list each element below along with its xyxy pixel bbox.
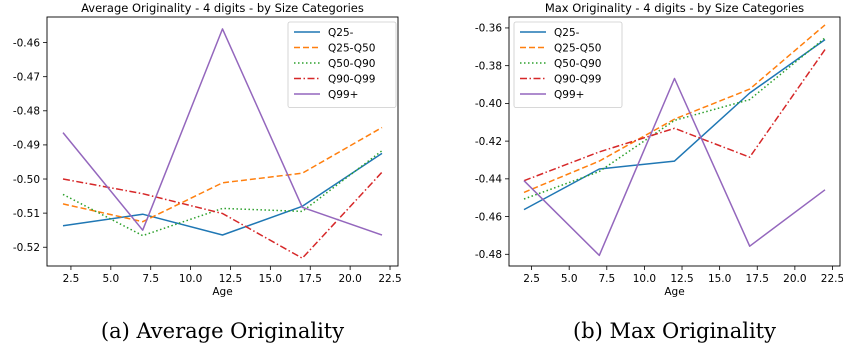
x-tick-label: 2.5	[63, 273, 80, 285]
x-axis-label: Age	[212, 286, 232, 298]
x-tick-label: 15.0	[259, 273, 282, 285]
x-tick-label: 5.0	[102, 273, 119, 285]
legend-row-q25: Q25-	[294, 27, 354, 39]
x-axis-label: Age	[664, 286, 684, 298]
legend-label: Q25-	[328, 27, 354, 39]
x-tick-label: 22.5	[378, 273, 401, 285]
x-tick-label: 7.5	[142, 273, 159, 285]
legend-label: Q99+	[328, 89, 358, 101]
legend-label: Q50-Q90	[328, 58, 375, 70]
legend-label: Q99+	[554, 89, 584, 101]
series-line	[523, 49, 826, 182]
series-line	[62, 152, 383, 236]
figure-caption: (b) Max Originality	[573, 319, 776, 343]
legend-box	[513, 21, 623, 108]
chart-legend: Q25- Q25-Q50 Q50-Q90 Q90-Q99 Q99+	[513, 21, 623, 108]
average-originality-chart: Average Originality - 4 digits - by Size…	[13, 1, 402, 343]
x-tick-label: 17.5	[299, 273, 322, 285]
y-tick-label: -0.46	[13, 37, 40, 49]
y-tick-label: -0.47	[13, 71, 40, 83]
x-tick-label: 10.0	[179, 273, 202, 285]
series-line	[62, 171, 383, 259]
series-line	[62, 28, 383, 236]
legend-row-q90-q99: Q90-Q99	[520, 73, 601, 85]
legend-label: Q50-Q90	[554, 58, 601, 70]
y-tick-label: -0.52	[13, 242, 40, 254]
x-tick-label: 20.0	[338, 273, 361, 285]
legend-row-q50-q90: Q50-Q90	[520, 58, 601, 70]
legend-row-q25-q50: Q25-Q50	[520, 42, 601, 54]
legend-row-q99: Q99+	[294, 89, 358, 101]
legend-label: Q90-Q99	[328, 73, 375, 85]
chart-title: Max Originality - 4 digits - by Size Cat…	[545, 1, 804, 15]
x-tick-label: 20.0	[783, 273, 806, 285]
y-tick-label: -0.38	[475, 60, 502, 72]
series-line	[523, 38, 826, 211]
x-tick-label: 5.0	[561, 273, 578, 285]
x-tick-label: 12.5	[219, 273, 242, 285]
series-line	[523, 24, 826, 194]
legend-box	[287, 21, 397, 108]
series-line	[523, 77, 826, 257]
x-tick-label: 17.5	[746, 273, 769, 285]
chart-panel-max: Max Originality - 4 digits - by Size Cat…	[422, 0, 843, 352]
legend-label: Q25-	[554, 27, 580, 39]
series-line	[62, 126, 383, 223]
x-tick-label: 10.0	[633, 273, 656, 285]
legend-row-q90-q99: Q90-Q99	[294, 73, 375, 85]
legend-row-q25-q50: Q25-Q50	[294, 42, 375, 54]
chart-title: Average Originality - 4 digits - by Size…	[81, 1, 364, 15]
legend-label: Q90-Q99	[554, 73, 601, 85]
legend-row-q99: Q99+	[520, 89, 584, 101]
legend-row-q25: Q25-	[520, 27, 580, 39]
y-tick-label: -0.42	[475, 136, 502, 148]
y-tick-label: -0.48	[475, 249, 502, 261]
y-tick-label: -0.49	[13, 140, 40, 152]
chart-legend: Q25- Q25-Q50 Q50-Q90 Q90-Q99 Q99+	[287, 21, 397, 108]
y-tick-label: -0.40	[475, 98, 502, 110]
y-tick-label: -0.51	[13, 208, 40, 220]
x-tick-label: 15.0	[708, 273, 731, 285]
y-tick-label: -0.48	[13, 106, 40, 118]
legend-label: Q25-Q50	[554, 42, 601, 54]
chart-panel-average: Average Originality - 4 digits - by Size…	[0, 0, 421, 352]
x-tick-label: 7.5	[598, 273, 615, 285]
figure-caption: (a) Average Originality	[101, 319, 344, 343]
x-tick-label: 12.5	[670, 273, 693, 285]
series-line	[523, 37, 826, 200]
legend-label: Q25-Q50	[328, 42, 375, 54]
x-tick-label: 22.5	[821, 273, 843, 285]
max-originality-chart: Max Originality - 4 digits - by Size Cat…	[475, 1, 843, 343]
y-tick-label: -0.44	[475, 174, 502, 186]
plot-frame	[46, 16, 399, 267]
legend-row-q50-q90: Q50-Q90	[294, 58, 375, 70]
x-tick-label: 2.5	[523, 273, 540, 285]
y-tick-label: -0.46	[475, 211, 502, 223]
y-tick-label: -0.36	[475, 23, 502, 35]
y-tick-label: -0.50	[13, 174, 40, 186]
